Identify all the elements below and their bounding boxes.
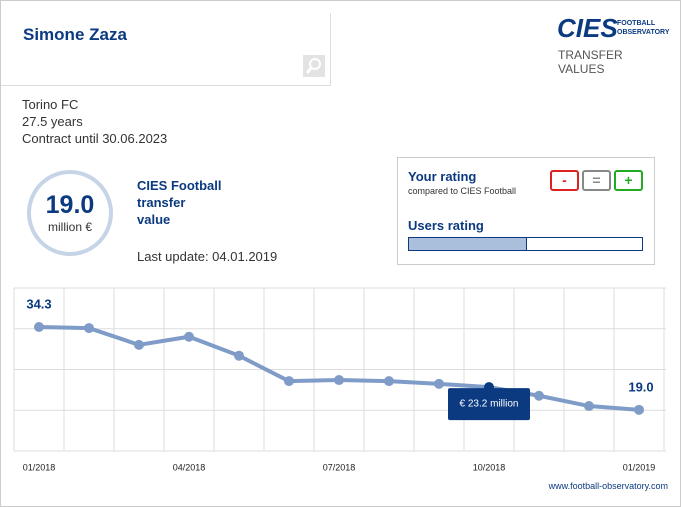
player-info: Torino FC 27.5 years Contract until 30.0… xyxy=(22,96,167,147)
data-label: 34.3 xyxy=(26,296,51,311)
point xyxy=(34,321,44,332)
point xyxy=(184,331,194,342)
section-title: TRANSFER VALUES xyxy=(558,48,623,76)
equal-button[interactable]: = xyxy=(582,170,611,191)
section-line: VALUES xyxy=(558,62,605,76)
value-circle: 19.0 million € xyxy=(27,170,113,256)
point xyxy=(634,404,644,415)
data-label: 19.0 xyxy=(628,379,653,394)
logo-line: OBSERVATORY xyxy=(617,29,670,36)
point xyxy=(234,350,244,361)
name-box: Simone Zaza xyxy=(1,13,331,86)
rating-title: Your rating xyxy=(408,169,477,184)
search-icon[interactable] xyxy=(303,55,325,77)
footer-link[interactable]: www.football-observatory.com xyxy=(548,481,668,491)
caption-line: CIES Football xyxy=(137,178,222,193)
caption-line: value xyxy=(137,212,171,227)
point xyxy=(334,375,344,386)
tooltip-box xyxy=(448,388,530,421)
x-tick-label: 01/2018 xyxy=(23,462,56,472)
logo-sub: FOOTBALL OBSERVATORY xyxy=(617,19,670,37)
point xyxy=(434,378,444,389)
point-highlight xyxy=(484,382,494,393)
users-title: Users rating xyxy=(408,218,484,233)
point xyxy=(84,323,94,334)
value: 19.0 xyxy=(45,191,95,219)
contract: Contract until 30.06.2023 xyxy=(22,131,168,146)
point xyxy=(134,339,144,350)
value-unit: million € xyxy=(47,220,92,234)
section-line: TRANSFER xyxy=(558,48,623,62)
club: Torino FC xyxy=(22,97,79,112)
point xyxy=(584,401,594,412)
users-bar xyxy=(408,237,643,251)
x-tick-label: 07/2018 xyxy=(323,462,356,472)
last-update: Last update: 04.01.2019 xyxy=(137,249,278,264)
line xyxy=(38,324,640,412)
rating-subtitle: compared to CIES Football xyxy=(408,186,517,196)
logo-line: FOOTBALL xyxy=(617,20,656,27)
minus-button[interactable]: - xyxy=(550,170,579,191)
tooltip: € 23.2 million xyxy=(448,388,530,421)
value-caption: CIES Football transfer value xyxy=(137,177,222,228)
rating-box: Your rating compared to CIES Football - … xyxy=(397,157,655,265)
plus-button[interactable]: + xyxy=(614,170,643,191)
logo: CIES xyxy=(557,13,618,43)
users-fill xyxy=(409,238,527,250)
age: 27.5 years xyxy=(22,114,83,129)
point xyxy=(534,390,544,401)
player-name: Simone Zaza xyxy=(23,25,127,44)
point xyxy=(284,376,294,387)
caption-line: transfer xyxy=(137,195,186,210)
x-tick-label: 10/2018 xyxy=(473,462,506,472)
point xyxy=(384,376,394,387)
tooltip-label: € 23.2 million xyxy=(460,399,519,410)
x-tick-label: 04/2018 xyxy=(173,462,206,472)
x-tick-label: 01/2019 xyxy=(623,462,656,472)
